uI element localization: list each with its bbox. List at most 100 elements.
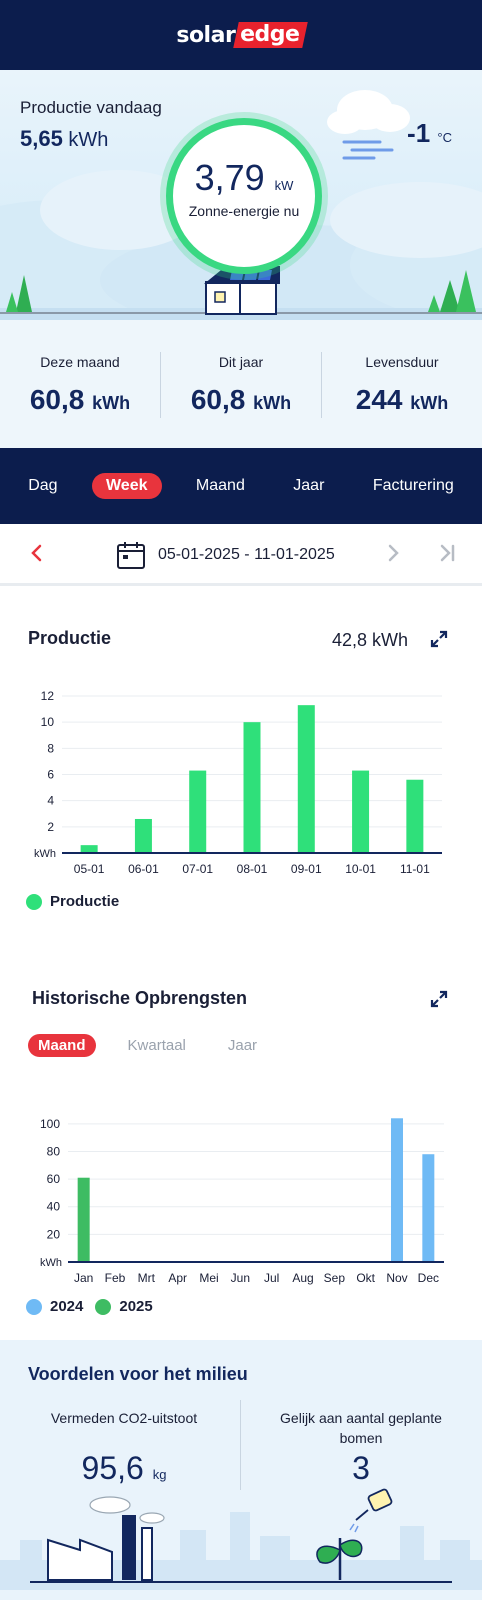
trees-label-line2: bomen xyxy=(339,1430,383,1446)
tab-billing[interactable]: Facturering xyxy=(372,477,454,494)
production-total: 42,8 kWh xyxy=(332,630,409,650)
co2-unit: kg xyxy=(152,1467,167,1482)
subtab-quarter[interactable]: Kwartaal xyxy=(127,1037,186,1054)
historical-legend: 2024 2025 xyxy=(26,1298,165,1315)
x-tick-label: Mrt xyxy=(138,1271,156,1285)
trees-value: 3 xyxy=(352,1450,370,1486)
bar-Productie-10-01[interactable] xyxy=(352,770,370,853)
bar-Productie-11-01[interactable] xyxy=(406,779,424,853)
legend-dot xyxy=(26,1298,42,1315)
y-tick-label: 6 xyxy=(47,768,54,782)
summary-number: 244 xyxy=(355,384,403,415)
summary-lifetime: Levensduur 244 kWh xyxy=(321,352,482,418)
logo-edge-badge: edge xyxy=(233,22,309,48)
summary-label: Levensduur xyxy=(365,354,439,370)
subtab-year[interactable]: Jaar xyxy=(227,1037,258,1054)
historical-chart: 20 40 60 80 100 kWh Jan Feb Mrt Apr Mei Jun Jul Aug Se… xyxy=(40,1117,444,1285)
current-power-number: 3,79 xyxy=(194,157,265,198)
tree-icon xyxy=(16,275,32,312)
summary-month: Deze maand 60,8 kWh xyxy=(0,320,160,448)
legend-dot xyxy=(95,1298,112,1315)
y-tick-label: 8 xyxy=(47,741,54,755)
current-power-gauge[interactable]: 3,79 kW Zonne-energie nu xyxy=(166,118,322,274)
x-tick-label: 06-01 xyxy=(128,862,159,876)
co2-value: 95,6 kg xyxy=(24,1450,224,1487)
bar-2024-Dec[interactable] xyxy=(422,1154,435,1262)
tab-day[interactable]: Dag xyxy=(28,477,58,494)
production-legend: Productie xyxy=(26,893,119,910)
summary-value: 244 kWh xyxy=(322,384,482,416)
logo-solar-text: solar xyxy=(176,22,236,48)
production-today-label: Productie vandaag xyxy=(20,98,162,117)
y-tick-label: 20 xyxy=(47,1227,61,1241)
temperature-value: -1 xyxy=(407,118,431,148)
chevron-left-icon[interactable] xyxy=(26,542,48,564)
subtab-month[interactable]: Maand xyxy=(28,1034,96,1057)
summary-value: 60,8 kWh xyxy=(161,384,321,416)
tab-week[interactable]: Week xyxy=(91,473,162,499)
y-tick-label: 60 xyxy=(47,1172,61,1186)
x-tick-label: Nov xyxy=(386,1271,407,1285)
legend-label: 2024 xyxy=(50,1298,84,1315)
bar-Productie-06-01[interactable] xyxy=(134,818,152,853)
co2-label: Vermeden CO2-uitstoot xyxy=(50,1410,198,1426)
bar-Productie-07-01[interactable] xyxy=(189,770,207,853)
summary-year: Dit jaar 60,8 kWh xyxy=(160,352,321,418)
environment-divider xyxy=(240,1400,241,1490)
x-tick-label: Mei xyxy=(199,1271,218,1285)
bar-Productie-08-01[interactable] xyxy=(243,722,261,853)
solaredge-logo: solar edge xyxy=(176,22,309,48)
summary-value: 60,8 kWh xyxy=(0,384,160,416)
factory-icon xyxy=(47,1496,165,1581)
skip-to-end-icon[interactable] xyxy=(436,542,458,564)
x-tick-label: Jun xyxy=(231,1271,250,1285)
x-tick-label: 07-01 xyxy=(182,862,213,876)
x-tick-label: Dec xyxy=(418,1271,439,1285)
app-header: solar edge xyxy=(0,0,482,70)
summary-unit: kWh xyxy=(253,393,292,413)
tab-year[interactable]: Jaar xyxy=(293,477,325,494)
expand-icon[interactable] xyxy=(428,988,450,1010)
historical-subtabs: Maand Kwartaal Jaar xyxy=(28,1034,267,1057)
x-tick-label: Aug xyxy=(292,1271,313,1285)
current-power-unit: kW xyxy=(274,178,294,193)
y-tick-label: 2 xyxy=(47,820,54,834)
historical-title: Historische Opbrengsten xyxy=(32,988,248,1008)
summary-number: 60,8 xyxy=(190,384,246,415)
y-tick-label: 4 xyxy=(47,794,54,808)
x-tick-label: Okt xyxy=(356,1271,375,1285)
temperature-unit: °C xyxy=(437,130,452,145)
x-tick-label: 11-01 xyxy=(400,862,430,876)
calendar-icon[interactable] xyxy=(116,540,146,570)
legend-item-2024: 2024 xyxy=(26,1298,83,1315)
temperature: -1 °C xyxy=(407,118,452,149)
x-tick-label: Feb xyxy=(105,1271,126,1285)
expand-icon[interactable] xyxy=(428,628,450,650)
bar-2025-Jan[interactable] xyxy=(77,1177,90,1262)
summary-label: Dit jaar xyxy=(218,354,264,370)
trees-label: Gelijk aan aantal geplante bomen xyxy=(256,1408,466,1448)
production-today-unit: kWh xyxy=(68,129,109,151)
bar-Productie-09-01[interactable] xyxy=(297,705,315,853)
summary-unit: kWh xyxy=(410,393,449,413)
chevron-right-icon[interactable] xyxy=(382,542,404,564)
co2-number: 95,6 xyxy=(81,1450,144,1486)
hero-panel: Productie vandaag 5,65 kWh -1 °C 3,79 kW… xyxy=(0,70,482,320)
cloud-fog-icon xyxy=(327,90,410,160)
production-today-value: 5,65 kWh xyxy=(20,126,108,152)
y-tick-label: 80 xyxy=(47,1144,61,1158)
legend-item-2025: 2025 xyxy=(95,1298,153,1315)
x-tick-label: 08-01 xyxy=(237,862,268,876)
x-tick-label: 10-01 xyxy=(345,862,376,876)
bar-2024-Nov[interactable] xyxy=(391,1118,403,1262)
x-tick-label: 09-01 xyxy=(291,862,322,876)
y-axis-unit-label: kWh xyxy=(34,848,56,860)
date-range-text[interactable]: 05-01-2025 - 11-01-2025 xyxy=(158,546,335,563)
period-tabs: Dag Week Maand Jaar Facturering xyxy=(0,448,482,524)
legend-dot xyxy=(26,893,42,910)
bar-Productie-05-01[interactable] xyxy=(80,845,98,853)
tab-month[interactable]: Maand xyxy=(195,477,245,494)
sprout-icon xyxy=(316,1538,363,1580)
y-axis-unit-label: kWh xyxy=(40,1257,62,1269)
current-power-label: Zonne-energie nu xyxy=(188,203,300,219)
